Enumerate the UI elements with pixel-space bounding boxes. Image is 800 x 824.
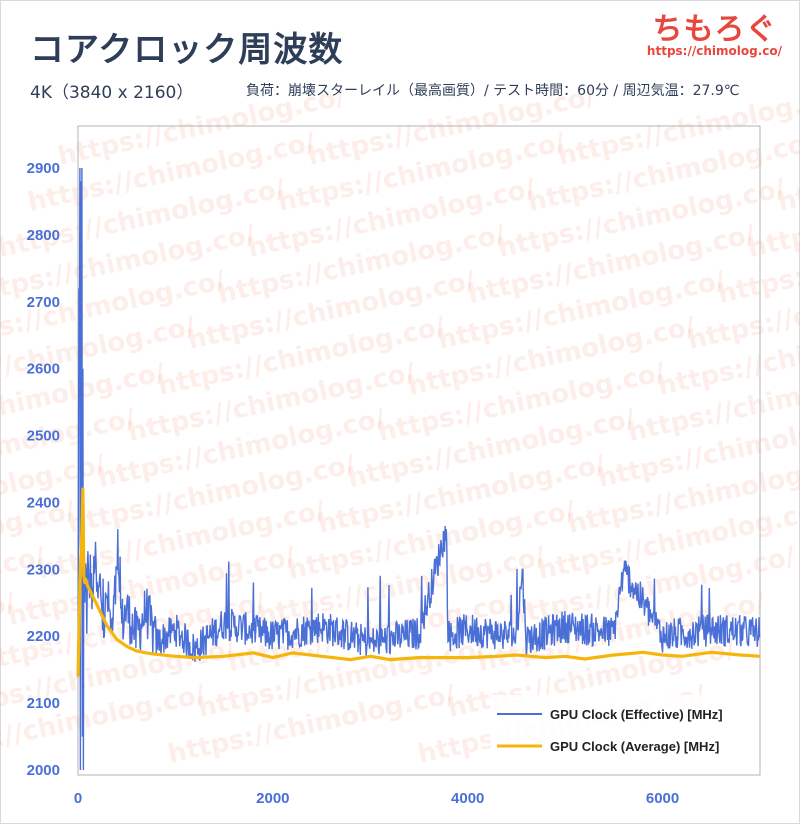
y-tick-label-8: 2800 xyxy=(27,227,60,244)
site-logo: ちもろぐ https://chimolog.co/ xyxy=(647,4,782,58)
legend-label-1: GPU Clock (Average) [MHz] xyxy=(550,739,719,754)
y-tick-label-3: 2300 xyxy=(27,561,60,578)
chart-title: コアクロック周波数 xyxy=(30,30,344,70)
y-tick-label-5: 2500 xyxy=(27,428,60,445)
x-axis: 0 2000 4000 6000 xyxy=(74,790,679,807)
x-tick-label-1: 2000 xyxy=(256,790,289,807)
legend: GPU Clock (Effective) [MHz] GPU Clock (Av… xyxy=(490,695,756,771)
x-tick-label-3: 6000 xyxy=(646,790,679,807)
y-tick-label-0: 2000 xyxy=(27,762,60,779)
y-tick-label-7: 2700 xyxy=(27,294,60,311)
legend-label-0: GPU Clock (Effective) [MHz] xyxy=(550,707,723,722)
y-tick-label-2: 2200 xyxy=(27,628,60,645)
x-tick-label-2: 4000 xyxy=(451,790,484,807)
y-axis: 2000 2100 2200 2300 2400 2500 2600 2700 2800 2900 xyxy=(27,160,60,779)
x-tick-label-0: 0 xyxy=(74,790,82,807)
y-tick-label-9: 2900 xyxy=(27,160,60,177)
watermark-layer: https://chimolog.co/https://chimolog.co/… xyxy=(0,82,800,770)
y-tick-label-6: 2600 xyxy=(27,361,60,378)
y-tick-label-4: 2400 xyxy=(27,494,60,511)
resolution-label: 4K（3840 x 2160） xyxy=(30,83,194,103)
y-tick-label-1: 2100 xyxy=(27,695,60,712)
test-conditions-label: 負荷：崩壊スターレイル（最高画質）/ テスト時間：60分 / 周辺気温：27.9… xyxy=(246,83,740,99)
legend-box xyxy=(490,695,756,771)
site-logo-url: https://chimolog.co/ xyxy=(646,44,782,58)
site-logo-name: ちもろぐ xyxy=(652,12,777,47)
series-line-average xyxy=(76,487,761,677)
series-layer xyxy=(76,167,761,771)
